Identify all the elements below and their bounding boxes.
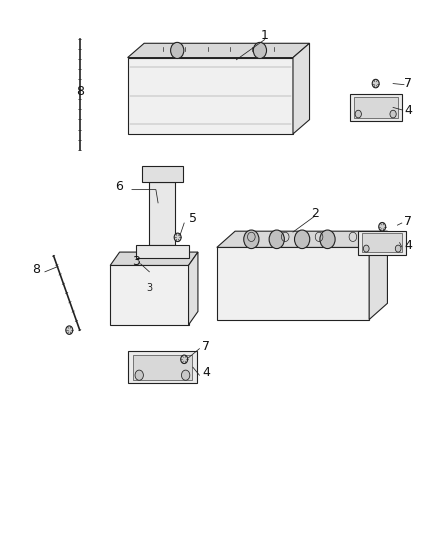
Text: 6: 6 (115, 181, 123, 193)
Polygon shape (188, 252, 198, 325)
Circle shape (171, 43, 184, 59)
Polygon shape (110, 265, 188, 325)
Polygon shape (358, 231, 406, 255)
Circle shape (135, 370, 143, 380)
Circle shape (181, 355, 187, 364)
Text: 5: 5 (189, 212, 197, 225)
Polygon shape (110, 252, 198, 265)
Circle shape (294, 230, 310, 248)
Polygon shape (127, 351, 197, 383)
Text: 4: 4 (404, 103, 412, 117)
Text: 4: 4 (202, 366, 210, 379)
Polygon shape (136, 245, 188, 258)
Polygon shape (362, 233, 403, 252)
Text: 7: 7 (202, 340, 210, 352)
Polygon shape (354, 97, 398, 118)
Text: 7: 7 (404, 215, 412, 228)
Text: 1: 1 (261, 29, 268, 42)
Polygon shape (141, 166, 184, 182)
Circle shape (320, 230, 335, 248)
Text: 7: 7 (404, 77, 412, 90)
Circle shape (244, 230, 259, 248)
Circle shape (253, 43, 267, 59)
Polygon shape (369, 231, 388, 319)
Circle shape (395, 245, 401, 252)
Polygon shape (127, 58, 293, 134)
Circle shape (174, 233, 181, 241)
Text: 3: 3 (146, 282, 152, 293)
Circle shape (390, 110, 396, 118)
Polygon shape (217, 231, 388, 247)
Circle shape (372, 79, 379, 88)
Polygon shape (350, 94, 402, 120)
Text: 2: 2 (311, 207, 319, 220)
Text: 8: 8 (76, 85, 84, 98)
Circle shape (364, 245, 369, 252)
Circle shape (355, 110, 361, 118)
Polygon shape (133, 354, 192, 380)
Circle shape (66, 326, 73, 334)
Circle shape (379, 222, 386, 231)
Text: 3: 3 (132, 255, 140, 268)
Polygon shape (127, 43, 310, 58)
Polygon shape (149, 182, 176, 245)
Text: 8: 8 (32, 263, 40, 276)
Polygon shape (293, 43, 310, 134)
Text: 4: 4 (404, 239, 412, 252)
Polygon shape (217, 247, 369, 319)
Circle shape (181, 370, 190, 380)
Circle shape (269, 230, 284, 248)
